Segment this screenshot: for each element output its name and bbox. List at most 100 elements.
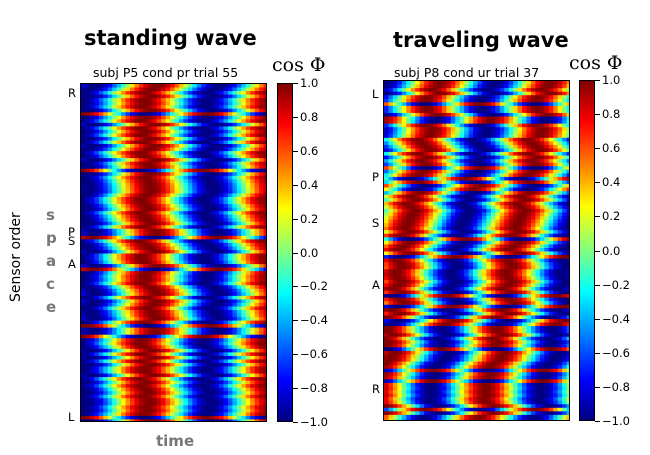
heatmap-cell bbox=[165, 281, 171, 286]
heatmap-cell bbox=[107, 182, 113, 188]
heatmap-cell bbox=[89, 253, 95, 258]
heatmap-cell bbox=[183, 214, 189, 219]
heatmap-cell bbox=[192, 87, 198, 92]
heatmap-cell bbox=[196, 260, 202, 265]
heatmap-cell bbox=[103, 299, 109, 304]
heatmap-cell bbox=[210, 366, 216, 371]
heatmap-cell bbox=[210, 257, 216, 262]
heatmap-cell bbox=[227, 246, 233, 251]
heatmap-cell bbox=[103, 98, 109, 103]
heatmap-cell bbox=[214, 175, 220, 180]
heatmap-cell bbox=[263, 317, 266, 322]
heatmap-cell bbox=[522, 152, 528, 157]
heatmap-cell bbox=[156, 355, 162, 361]
heatmap-cell bbox=[129, 168, 136, 173]
heatmap-cell bbox=[548, 105, 554, 111]
heatmap-cell bbox=[170, 348, 176, 353]
heatmap-cell bbox=[210, 415, 216, 421]
heatmap-cell bbox=[156, 415, 162, 421]
heatmap-cell bbox=[138, 419, 144, 421]
heatmap-cell bbox=[143, 412, 149, 417]
heatmap-cell bbox=[526, 123, 532, 128]
heatmap-cell bbox=[535, 91, 541, 96]
heatmap-cell bbox=[241, 214, 247, 219]
heatmap-cell bbox=[241, 175, 247, 180]
heatmap-cell bbox=[236, 348, 242, 353]
heatmap-cell bbox=[103, 214, 109, 219]
heatmap-cell bbox=[107, 401, 113, 406]
heatmap-cell bbox=[201, 341, 207, 346]
heatmap-cell bbox=[107, 341, 113, 346]
heatmap-cell bbox=[89, 221, 95, 226]
heatmap-cell bbox=[259, 105, 265, 110]
heatmap-cell bbox=[165, 211, 171, 216]
heatmap-cell bbox=[152, 112, 158, 117]
heatmap-cell bbox=[98, 136, 104, 142]
heatmap-cell bbox=[192, 147, 198, 152]
heatmap-cell bbox=[419, 112, 425, 118]
heatmap-cell bbox=[125, 147, 131, 152]
heatmap-cell bbox=[187, 182, 193, 188]
heatmap-cell bbox=[143, 193, 149, 198]
heatmap-cell bbox=[183, 94, 189, 99]
heatmap-cell bbox=[548, 102, 554, 107]
heatmap-cell bbox=[129, 140, 136, 145]
heatmap-cell bbox=[147, 271, 153, 276]
heatmap-cell bbox=[210, 320, 216, 325]
heatmap-cell bbox=[259, 387, 265, 392]
heatmap-cell bbox=[161, 225, 167, 230]
heatmap-cell bbox=[214, 362, 220, 368]
heatmap-cell bbox=[424, 98, 430, 103]
heatmap-cell bbox=[143, 334, 149, 339]
heatmap-cell bbox=[152, 288, 158, 293]
heatmap-cell bbox=[112, 172, 118, 177]
heatmap-cell bbox=[98, 401, 104, 406]
heatmap-cell bbox=[165, 299, 171, 304]
heatmap-cell bbox=[138, 384, 144, 389]
heatmap-cell bbox=[205, 235, 211, 240]
heatmap-cell bbox=[94, 147, 100, 152]
heatmap-cell bbox=[81, 377, 87, 382]
heatmap-cell bbox=[548, 152, 554, 157]
heatmap-cell bbox=[236, 419, 242, 421]
heatmap-cell bbox=[89, 115, 95, 120]
heatmap-cell bbox=[103, 126, 109, 131]
heatmap-cell bbox=[98, 334, 104, 339]
heatmap-cell bbox=[107, 384, 113, 389]
heatmap-cell bbox=[201, 126, 207, 131]
heatmap-cell bbox=[103, 133, 109, 138]
heatmap-cell bbox=[419, 152, 425, 157]
heatmap-cell bbox=[263, 398, 266, 403]
heatmap-cell bbox=[214, 405, 220, 410]
heatmap-cell bbox=[241, 98, 247, 103]
heatmap-cell bbox=[227, 235, 233, 240]
heatmap-cell bbox=[504, 152, 510, 157]
heatmap-cell bbox=[89, 239, 95, 244]
heatmap-cell bbox=[129, 154, 136, 159]
heatmap-cell bbox=[210, 112, 216, 117]
heatmap-cell bbox=[223, 126, 229, 131]
heatmap-cell bbox=[81, 352, 87, 357]
heatmap-cell bbox=[143, 373, 149, 378]
heatmap-cell bbox=[201, 232, 207, 237]
heatmap-cell bbox=[205, 161, 211, 166]
heatmap-cell bbox=[192, 257, 198, 262]
heatmap-cell bbox=[419, 127, 425, 132]
heatmap-cell bbox=[196, 115, 202, 120]
heatmap-cell bbox=[107, 338, 113, 343]
heatmap-cell bbox=[174, 267, 180, 272]
heatmap-cell bbox=[103, 331, 109, 336]
heatmap-cell bbox=[125, 355, 131, 361]
heatmap-cell bbox=[152, 179, 158, 184]
heatmap-cell bbox=[508, 127, 514, 132]
heatmap-cell bbox=[259, 122, 265, 127]
heatmap-cell bbox=[134, 189, 140, 195]
heatmap-cell bbox=[535, 120, 541, 125]
heatmap-cell bbox=[143, 398, 149, 403]
heatmap-cell bbox=[161, 186, 167, 191]
heatmap-cell bbox=[263, 144, 266, 149]
heatmap-cell bbox=[196, 362, 202, 368]
heatmap-cell bbox=[85, 327, 91, 332]
heatmap-cell bbox=[236, 133, 242, 138]
heatmap-cell bbox=[227, 281, 233, 286]
